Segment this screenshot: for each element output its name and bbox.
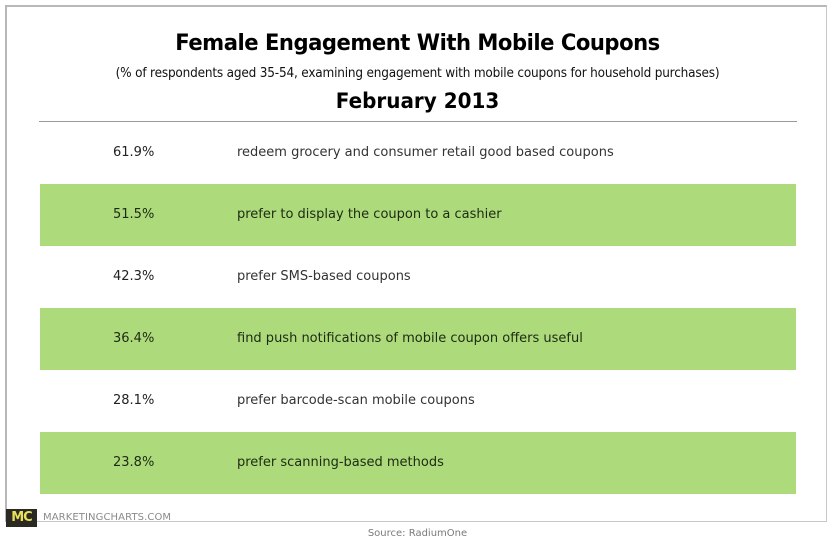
source-note: Source: RadiumOne	[367, 528, 468, 539]
row-value: 61.9%	[113, 145, 155, 160]
row-value: 51.5%	[113, 207, 155, 222]
table-row: 23.8% prefer scanning-based methods	[40, 432, 796, 494]
table-row: 61.9% redeem grocery and consumer retail…	[40, 122, 796, 184]
row-value: 36.4%	[113, 331, 155, 346]
table-row: 28.1% prefer barcode-scan mobile coupons	[40, 370, 796, 432]
row-label: prefer scanning-based methods	[237, 455, 444, 470]
header-divider	[39, 121, 797, 122]
row-value: 42.3%	[113, 269, 155, 284]
table-row: 36.4% find push notifications of mobile …	[40, 308, 796, 370]
brand-name: MARKETINGCHARTS.COM	[43, 512, 172, 523]
row-label: find push notifications of mobile coupon…	[237, 331, 583, 346]
row-label: redeem grocery and consumer retail good …	[237, 145, 614, 160]
chart-title: Female Engagement With Mobile Coupons	[175, 31, 660, 56]
row-label: prefer to display the coupon to a cashie…	[237, 207, 502, 222]
marketingcharts-logo: MC	[6, 509, 37, 527]
table-row: 42.3% prefer SMS-based coupons	[40, 246, 796, 308]
row-label: prefer SMS-based coupons	[237, 269, 411, 284]
row-label: prefer barcode-scan mobile coupons	[237, 393, 475, 408]
table-row: 51.5% prefer to display the coupon to a …	[40, 184, 796, 246]
chart-date: February 2013	[335, 89, 500, 113]
chart-subtitle: (% of respondents aged 35-54, examining …	[115, 66, 720, 81]
row-value: 28.1%	[113, 393, 155, 408]
row-value: 23.8%	[113, 455, 155, 470]
